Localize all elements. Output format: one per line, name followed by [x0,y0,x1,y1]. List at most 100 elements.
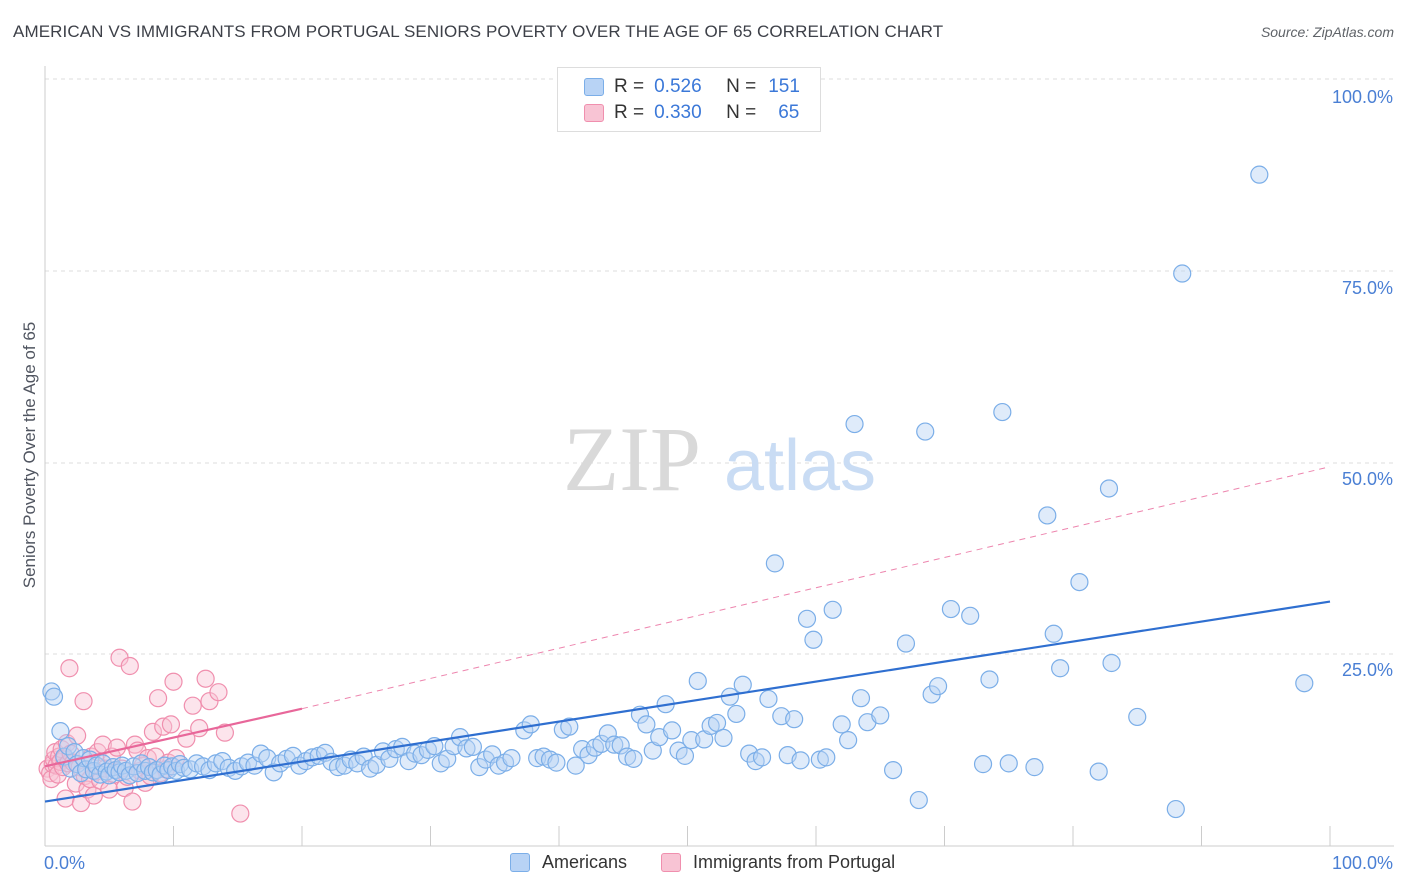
portugal-points [38,648,250,823]
portugal-swatch [584,104,604,122]
americans-point [579,746,598,765]
portugal-point [120,656,139,676]
americans-swatch [584,78,604,96]
americans-point [797,609,817,628]
americans-point [624,749,643,768]
americans-point [845,414,864,434]
americans-point [675,746,695,765]
americans-point [213,752,232,771]
x-tick-label: 0.0% [44,853,85,873]
y-tick-label: 100.0% [1332,87,1393,107]
americans-point [752,748,772,767]
portugal-point [231,804,250,823]
grid-lines [45,78,1394,655]
americans-point [765,554,784,573]
americans-point [1173,264,1192,283]
n-value: 65 [778,102,800,123]
americans-point [791,751,810,770]
americans-point [733,675,752,694]
americans-point [662,721,682,740]
n-label: N = [726,102,757,123]
americans-point [839,731,858,750]
americans-point [611,736,630,755]
americans-point [1044,624,1063,643]
americans-point [77,760,96,779]
portugal-point [209,683,228,702]
americans-point [566,756,585,775]
americans-point [605,735,624,754]
americans-point [598,724,617,743]
series-legend: Americans Immigrants from Portugal [510,852,929,873]
americans-point [707,713,727,733]
americans-trend-line [44,600,1331,803]
portugal-point [143,722,163,742]
portugal-point [164,672,183,691]
portugal-trend-line [44,707,303,768]
americans-point [928,677,948,696]
americans-point [916,422,935,441]
legend-row-portugal: R = 0.330 N = 65 [584,101,799,125]
r-value: 0.526 [654,76,702,97]
americans-point [1250,165,1269,184]
americans-point [264,763,283,782]
americans-point [502,749,521,768]
americans-point [941,599,961,619]
portugal-point [74,692,93,711]
americans-point [1102,653,1121,673]
axes [44,66,1394,847]
trend-lines [44,466,1331,803]
n-label: N = [726,76,757,97]
portugal-point [107,738,127,757]
portugal-swatch [661,853,682,872]
americans-point [871,706,890,725]
americans-point [688,671,707,691]
americans-point [1295,674,1314,693]
americans-point [961,606,980,625]
americans-point [727,704,746,724]
americans-point [457,739,476,758]
americans-point [883,760,903,780]
legend-row-americans: R = 0.526 N = 151 [584,75,800,99]
americans-point [832,715,851,734]
americans-point [980,670,999,689]
legend-item-americans: Americans [510,852,627,873]
correlation-legend: R = 0.526 N = 151 R = 0.330 N = 65 [557,67,821,132]
americans-point [804,630,823,649]
x-tick-label: 100.0% [1332,853,1393,873]
americans-point [759,689,778,709]
americans-point [1051,659,1070,678]
legend-label-americans: Americans [542,852,628,872]
americans-point [714,728,733,747]
portugal-point [196,669,215,688]
watermark-atlas: atlas [724,426,876,506]
portugal-point [161,715,181,734]
portugal-point [215,723,234,742]
portugal-point [60,659,79,678]
americans-point [547,753,566,772]
americans-point [470,758,489,777]
r-label: R = [614,102,645,123]
americans-point [51,722,70,741]
americans-point [999,754,1018,773]
americans-point [973,755,993,774]
americans-point [1070,573,1089,592]
americans-point [817,748,836,767]
chart-title: AMERICAN VS IMMIGRANTS FROM PORTUGAL SEN… [13,22,944,41]
y-tick-label: 75.0% [1342,278,1393,298]
americans-point [682,731,701,750]
americans-point [1166,799,1185,819]
r-value: 0.330 [654,102,702,123]
americans-point [44,687,64,706]
source-label: Source: ZipAtlas.com [1260,24,1394,40]
americans-point [560,717,579,736]
americans-point [1089,762,1108,781]
americans-point [1025,758,1044,777]
americans-point [1038,506,1057,525]
americans-point [823,600,842,619]
americans-point [380,749,399,768]
americans-point [463,737,483,756]
watermark: ZIP atlas [563,408,876,510]
americans-point [483,745,502,764]
americans-swatch [510,853,530,872]
